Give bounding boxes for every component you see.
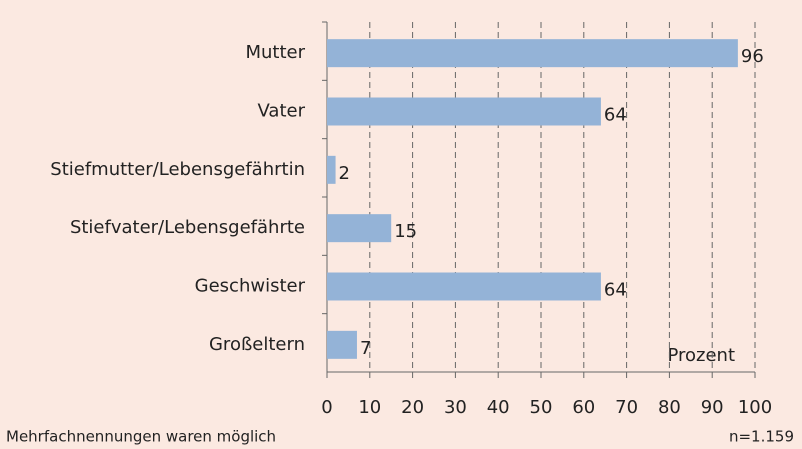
- x-tick-label: 0: [321, 397, 332, 418]
- bar: [327, 97, 601, 126]
- x-axis-label: Prozent: [667, 345, 735, 366]
- x-tick-label: 50: [530, 397, 553, 418]
- y-tick-label: Großeltern: [209, 334, 305, 355]
- footnote: Mehrfachnennungen waren möglich: [6, 428, 276, 446]
- x-tick-label: 60: [572, 397, 595, 418]
- x-tick-label: 20: [401, 397, 424, 418]
- x-tick-label: 100: [738, 397, 772, 418]
- x-tick-label: 70: [615, 397, 638, 418]
- x-tick-label: 80: [658, 397, 681, 418]
- x-tick-label: 40: [487, 397, 510, 418]
- y-tick-label: Stiefmutter/Lebensgefährtin: [50, 159, 305, 180]
- y-tick-label: Stiefvater/Lebensgefährte: [70, 217, 305, 238]
- y-tick-label: Mutter: [245, 42, 305, 63]
- data-label: 96: [741, 46, 764, 67]
- bar: [327, 155, 336, 184]
- x-tick-label: 30: [444, 397, 467, 418]
- y-tick-label: Vater: [258, 101, 306, 122]
- data-label: 64: [604, 280, 627, 301]
- sample-size: n=1.159: [729, 428, 794, 446]
- data-label: 64: [604, 105, 627, 126]
- bar: [327, 39, 738, 68]
- x-tick-label: 90: [701, 397, 724, 418]
- data-label: 2: [339, 163, 350, 184]
- bar: [327, 330, 357, 359]
- bar: [327, 214, 392, 243]
- data-label: 15: [394, 221, 417, 242]
- bar: [327, 272, 601, 301]
- y-tick-label: Geschwister: [195, 276, 306, 297]
- data-label: 7: [360, 338, 371, 359]
- x-tick-label: 10: [358, 397, 381, 418]
